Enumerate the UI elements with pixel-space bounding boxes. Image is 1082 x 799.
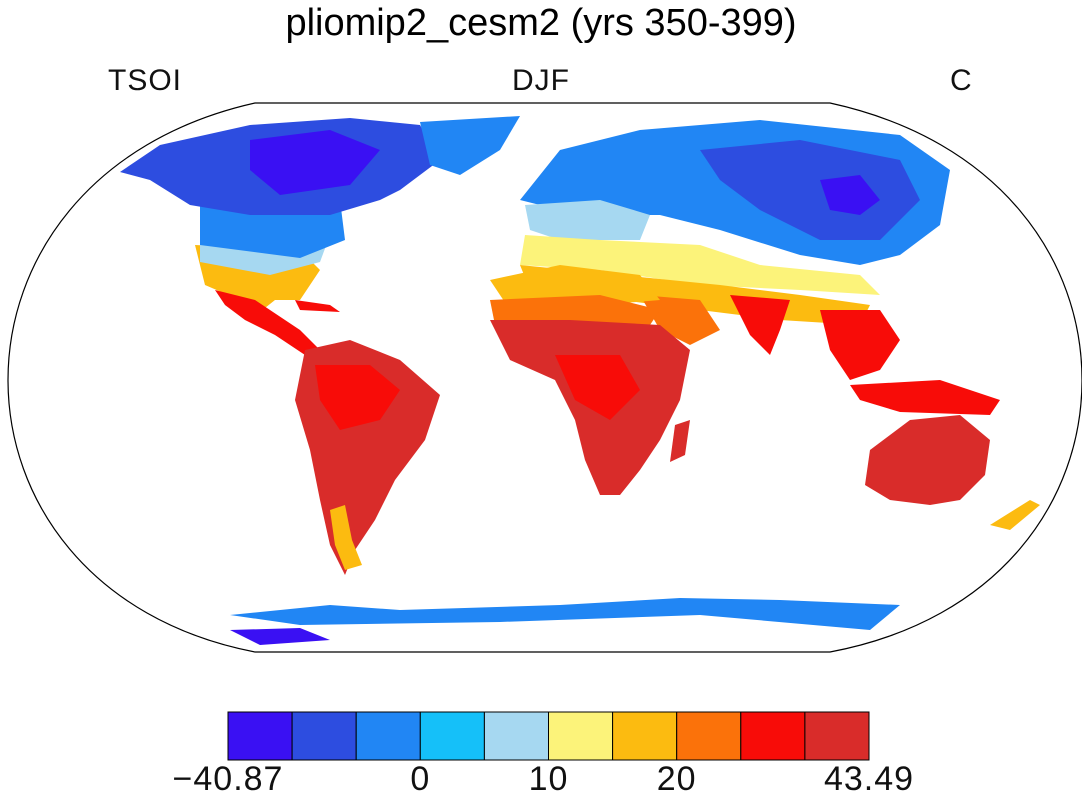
variable-label: TSOI [108, 64, 183, 97]
siberia-coldest [700, 140, 920, 240]
antarctica-coast [230, 598, 900, 630]
siberia-pole [820, 175, 880, 215]
madagascar [670, 420, 690, 462]
land-temperature-field [120, 116, 1040, 645]
south-america-core [315, 365, 400, 430]
colorbar-swatch-7 [676, 711, 742, 761]
colorbar-tick-label: 0 [410, 760, 431, 798]
sahel [490, 295, 660, 325]
arabia-hot [640, 295, 720, 345]
map-title: pliomip2_cesm2 (yrs 350-399) [285, 2, 797, 44]
central-africa [555, 355, 640, 420]
patagonia [330, 505, 362, 570]
colorbar-swatch-8 [740, 711, 806, 761]
season-label: DJF [512, 64, 570, 97]
north-america-coldest [250, 130, 380, 195]
colorbar-swatch-4 [483, 711, 549, 761]
mediterranean-belt [520, 235, 880, 295]
map-outline [7, 102, 1082, 653]
central-america [215, 290, 320, 355]
colorbar-swatch-2 [355, 711, 421, 761]
colorbar-swatch-6 [612, 711, 678, 761]
colorbar-swatch-3 [419, 711, 485, 761]
colorbar [227, 711, 870, 761]
caribbean-islands [295, 300, 340, 312]
australia [865, 415, 990, 505]
antarctica-deep [230, 628, 330, 645]
colorbar-swatch-1 [291, 711, 357, 761]
colorbar-swatch-5 [548, 711, 614, 761]
new-zealand [990, 500, 1040, 530]
colorbar-tick-label: 10 [528, 760, 569, 798]
europe-mild [525, 200, 650, 240]
colorbar-tick-label: −40.87 [172, 760, 284, 798]
units-label: C [950, 64, 973, 97]
indonesia [850, 380, 1000, 415]
colorbar-tick-label: 43.49 [823, 760, 915, 798]
colorbar-swatch-0 [227, 711, 293, 761]
colorbar-tick-label: 20 [656, 760, 697, 798]
colorbar-swatch-9 [804, 711, 870, 761]
greenland-margin [420, 116, 520, 175]
india [730, 295, 790, 355]
southeast-asia [820, 310, 900, 380]
